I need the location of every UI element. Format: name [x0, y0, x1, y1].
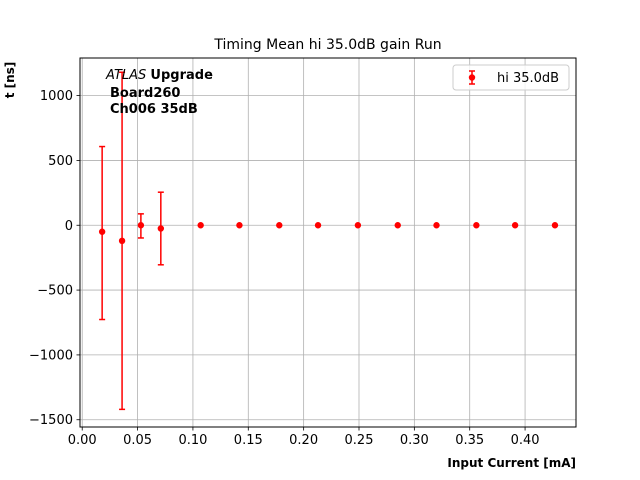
x-tick-label: 0.15: [234, 433, 263, 448]
chart-title: Timing Mean hi 35.0dB gain Run: [213, 37, 441, 53]
y-tick-label: −1500: [29, 413, 73, 428]
y-tick-label: −500: [37, 284, 73, 299]
upgrade-word: Upgrade: [150, 68, 213, 83]
y-tick-label: 1000: [40, 89, 73, 104]
data-point: [98, 228, 106, 235]
data-point: [511, 222, 519, 229]
grid: [80, 58, 576, 427]
x-tick-label: 0.40: [511, 433, 540, 448]
data-point: [433, 222, 440, 229]
data-point: [314, 222, 322, 229]
data-point: [236, 222, 243, 229]
x-tick-label: 0.35: [455, 433, 484, 448]
x-tick-label: 0.05: [123, 433, 152, 448]
y-tick-label: 0: [65, 219, 73, 234]
data-point: [551, 222, 559, 229]
y-axis-label: t [ns]: [3, 62, 17, 99]
y-tick-label: 500: [48, 154, 73, 169]
data-point: [473, 222, 480, 229]
x-tick-label: 0.10: [178, 433, 207, 448]
legend: hi 35.0dB: [452, 64, 570, 91]
x-tick-label: 0.30: [400, 433, 429, 448]
legend-label: hi 35.0dB: [497, 71, 559, 86]
channel-label: Ch006 35dB: [110, 102, 198, 117]
data-point: [197, 222, 204, 229]
x-tick-label: 0.00: [68, 433, 97, 448]
data-point: [276, 222, 283, 229]
data-point: [354, 222, 362, 229]
data-point: [118, 237, 126, 245]
x-axis-label: Input Current [mA]: [447, 456, 576, 470]
data-points: [98, 222, 559, 245]
legend-box: [452, 64, 570, 91]
data-point: [157, 225, 165, 232]
x-axis-ticks: 0.00 0.05 0.10 0.15 0.20 0.25 0.30 0.35 0.40: [68, 427, 540, 448]
board-label: Board260: [110, 86, 180, 101]
data-point: [394, 222, 401, 229]
legend-marker: [468, 74, 476, 81]
atlas-label: ATLAS Upgrade: [105, 68, 213, 83]
plot-frame: [79, 57, 577, 428]
atlas-annotation: ATLAS Upgrade Board260 Ch006 35dB: [105, 68, 213, 117]
x-tick-label: 0.20: [289, 433, 318, 448]
y-tick-label: −1000: [29, 348, 73, 363]
y-axis-ticks: −1500 −1000 −500 0 500 1000: [29, 89, 80, 428]
data-point: [137, 222, 145, 229]
x-tick-label: 0.25: [345, 433, 374, 448]
atlas-word: ATLAS: [105, 68, 146, 83]
